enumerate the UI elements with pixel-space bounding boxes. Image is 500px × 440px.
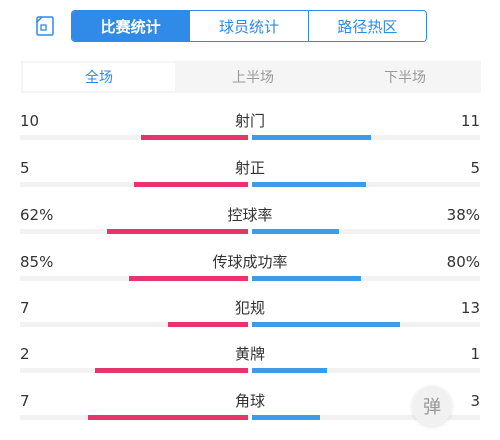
period-selector: 全场 上半场 下半场 [21,61,481,93]
away-bar-track [252,415,480,420]
stat-label: 射门 [234,112,265,130]
home-bar [140,135,248,140]
home-bar [88,415,248,420]
tab-player-stats[interactable]: 球员统计 [189,11,308,41]
stat-label: 射正 [234,159,265,177]
period-first-half[interactable]: 上半场 [232,70,274,86]
home-bar-track [20,415,248,420]
away-value: 11 [460,112,480,130]
period-full-match[interactable]: 全场 [23,63,175,91]
stat-row-yellow-cards: 2 黄牌 1 [0,344,500,384]
top-bar: 比赛统计 球员统计 路径热区 [0,0,500,52]
stat-row-shots-on-target: 5 射正 5 [0,158,500,198]
away-bar-track [252,229,480,234]
tab-match-stats[interactable]: 比赛统计 [72,11,190,41]
stat-label: 传球成功率 [212,253,288,271]
away-bar [252,182,366,187]
home-bar [168,322,248,327]
away-bar [252,415,321,420]
home-bar [129,276,248,281]
home-bar-track [20,135,248,140]
stat-label: 控球率 [227,206,273,224]
home-bar-track [20,182,248,187]
away-bar-track [252,368,480,373]
home-value: 85% [20,253,54,271]
home-bar-track [20,229,248,234]
stat-row-corners: 7 角球 3 [0,391,500,431]
stat-label: 角球 [234,392,265,410]
away-value: 3 [470,392,480,410]
stat-label: 犯规 [234,299,265,317]
home-value: 7 [20,299,30,317]
away-value: 1 [470,345,480,363]
away-bar [252,368,328,373]
stats-tab-group: 比赛统计 球员统计 路径热区 [71,10,427,42]
stat-row-pass-accuracy: 85% 传球成功率 80% [0,252,500,292]
danmu-button[interactable]: 弹 [412,386,452,426]
away-value: 5 [470,159,480,177]
home-value: 62% [20,206,54,224]
home-bar-track [20,322,248,327]
period-second-half[interactable]: 下半场 [384,70,426,86]
stat-label: 黄牌 [234,345,265,363]
away-bar-track [252,182,480,187]
away-bar-track [252,322,480,327]
away-value: 80% [446,253,480,271]
away-bar [252,135,371,140]
home-value: 5 [20,159,30,177]
home-value: 7 [20,392,30,410]
away-bar [252,229,339,234]
home-bar-track [20,368,248,373]
away-bar-track [252,135,480,140]
document-icon[interactable] [33,14,57,38]
stat-row-possession: 62% 控球率 38% [0,205,500,245]
away-value: 38% [446,206,480,224]
home-bar [106,229,248,234]
home-value: 10 [20,112,40,130]
home-bar [134,182,248,187]
away-value: 13 [460,299,480,317]
away-bar [252,322,401,327]
stat-row-shots: 10 射门 11 [0,111,500,151]
home-value: 2 [20,345,30,363]
tab-heatmap[interactable]: 路径热区 [307,11,426,41]
away-bar-track [252,276,480,281]
stat-row-fouls: 7 犯规 13 [0,298,500,338]
home-bar-track [20,276,248,281]
home-bar [95,368,248,373]
away-bar [252,276,362,281]
